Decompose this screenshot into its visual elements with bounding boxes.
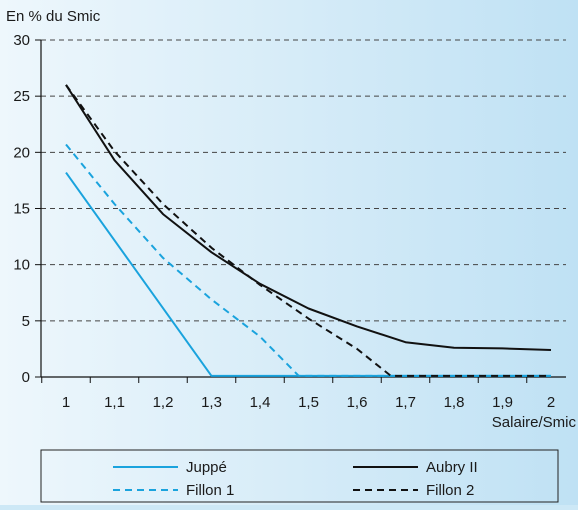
- x-tick-label: 1,3: [201, 394, 222, 411]
- grid: [41, 39, 566, 322]
- series-line-aubry-ii: [65, 84, 552, 351]
- series-line-fillon-1: [65, 143, 551, 377]
- legend-label: Juppé: [186, 459, 227, 476]
- x-tick-label: 1,2: [153, 394, 174, 411]
- y-tick-label: 15: [13, 201, 30, 218]
- x-axis-label: Salaire/Smic: [492, 414, 577, 431]
- x-tick-label: 1,1: [104, 394, 125, 411]
- series-line-fillon-2: [65, 84, 551, 377]
- x-tick-label: 1,4: [250, 394, 271, 411]
- x-tick-label: 2: [547, 394, 555, 411]
- x-tick-label: 1: [62, 394, 70, 411]
- x-tick-label: 1,7: [395, 394, 416, 411]
- x-tick-label: 1,8: [444, 394, 465, 411]
- y-tick-label: 10: [13, 257, 30, 274]
- y-tick-label: 5: [22, 313, 30, 330]
- legend-label: Fillon 2: [426, 482, 474, 499]
- x-tick-label: 1,5: [298, 394, 319, 411]
- series-lines: [65, 84, 552, 377]
- x-tick-label: 1,9: [492, 394, 513, 411]
- x-tick-label: 1,6: [347, 394, 368, 411]
- legend-box: [40, 449, 559, 503]
- y-tick-label: 0: [22, 369, 30, 386]
- axes: 0 5 10 15 20 25 30 1 1,1 1,2 1,3 1,4 1,5 1,6 1,7 1,8 1,9…: [13, 32, 566, 411]
- legend: Juppé Aubry II Fillon 1 Fillon 2: [40, 449, 559, 503]
- y-tick-label: 20: [13, 144, 30, 161]
- y-tick-label: 25: [13, 88, 30, 105]
- legend-label: Aubry II: [426, 459, 478, 476]
- legend-label: Fillon 1: [186, 482, 234, 499]
- y-tick-label: 30: [13, 32, 30, 49]
- y-axis-label: En % du Smic: [6, 8, 101, 25]
